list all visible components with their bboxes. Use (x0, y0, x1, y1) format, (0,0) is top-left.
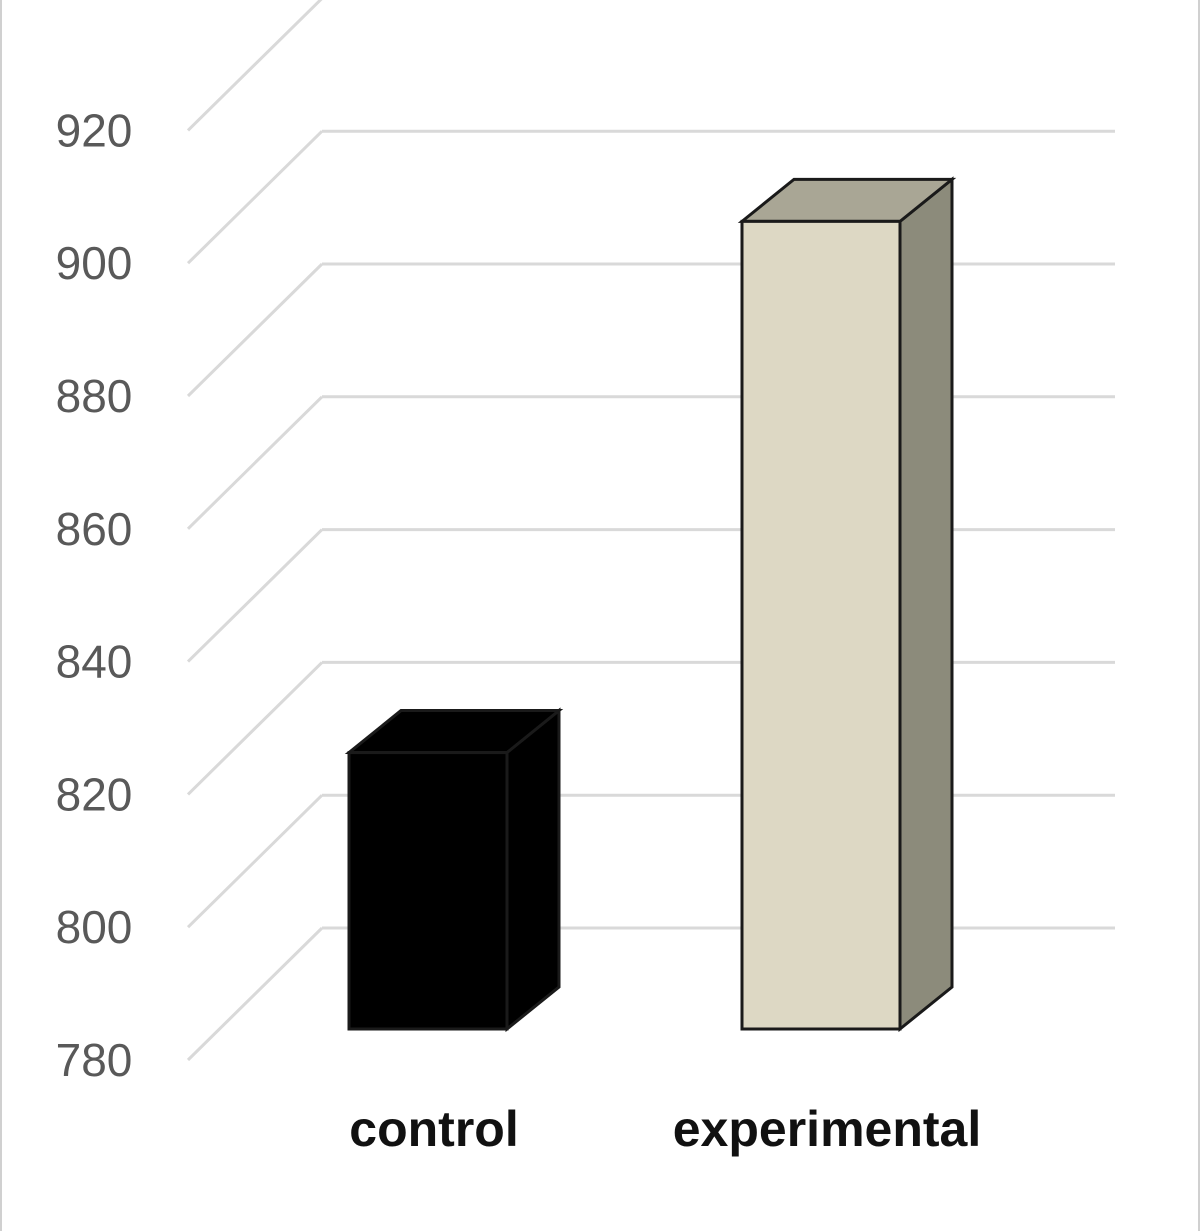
gridline-side-880 (186, 262, 324, 398)
gridline-side-820 (186, 661, 324, 796)
y-tick-label: 780 (56, 1034, 133, 1086)
gridline-side-780 (186, 926, 324, 1062)
x-axis-tick-labels: control experimental (349, 1101, 981, 1157)
y-axis-tick-labels: 780 800 820 840 860 880 900 920 (56, 104, 133, 1086)
grid-layer (186, 0, 1115, 1062)
x-tick-label-control: control (349, 1101, 518, 1157)
y-tick-label: 840 (56, 636, 133, 688)
y-tick-label: 800 (56, 901, 133, 953)
gridline-side-900 (186, 130, 324, 265)
y-tick-label: 920 (56, 104, 133, 156)
gridline-side-800 (186, 794, 324, 929)
y-tick-label: 820 (56, 768, 133, 820)
bar-experimental (737, 176, 957, 1033)
bar-control (344, 707, 564, 1033)
bar-side-control (505, 707, 561, 1033)
bars-layer (344, 176, 957, 1033)
gridline-side-840 (186, 528, 324, 663)
y-tick-label: 860 (56, 503, 133, 555)
x-tick-label-experimental: experimental (673, 1101, 981, 1157)
y-tick-label: 900 (56, 237, 133, 289)
frame-right-edge (1198, 0, 1200, 1231)
y-tick-label: 880 (56, 370, 133, 422)
bar-front-experimental (740, 219, 902, 1031)
bar-front-control (347, 751, 509, 1031)
gridline-side-920 (186, 0, 323, 132)
frame-left-edge (0, 0, 2, 1231)
bar-side-experimental (898, 176, 954, 1033)
gridline-side-860 (186, 395, 324, 530)
